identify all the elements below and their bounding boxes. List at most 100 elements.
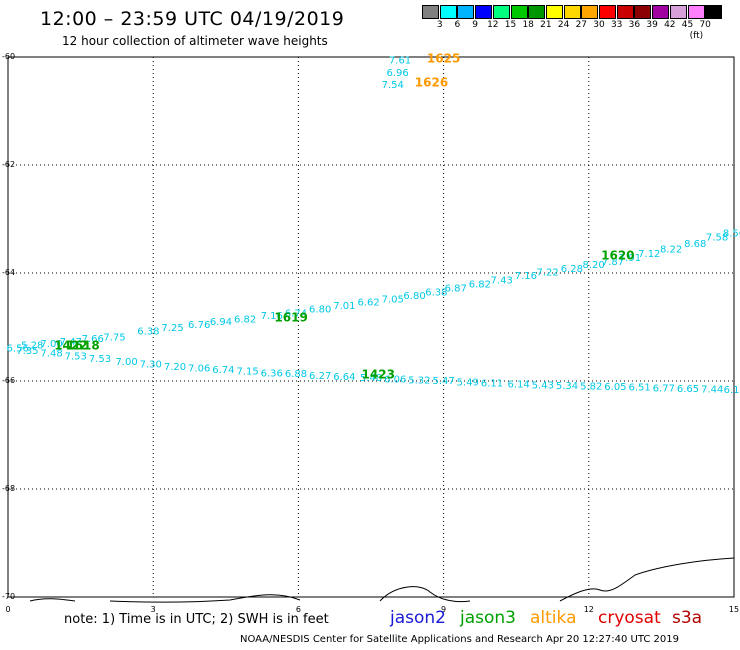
y-tick-label: -60 [2,52,16,61]
swh-data-label: 6.80 [309,304,331,315]
swh-data-label: 7.05 [382,295,404,306]
scale-label: 18 [522,20,534,30]
scale-label: 45 [681,20,694,30]
y-tick-label: -64 [2,268,16,277]
satellite-legend-jason3: jason3 [460,608,516,628]
satellite-legend-cryosat: cryosat [598,608,661,628]
scale-swatch [687,5,705,19]
scale-label: 6 [454,20,461,30]
swh-data-label: 6.76 [188,320,210,331]
scale-label: 70 [699,20,711,30]
scale-swatch [492,5,510,19]
swh-data-label: 7.15 [236,367,258,378]
scale-swatch [439,5,457,19]
x-tick-label: 9 [441,605,447,614]
swh-data-label: 7.01 [333,301,355,312]
swh-data-label: 7.16 [515,271,537,282]
swh-data-label: 5.47 [432,376,454,387]
swh-data-label: 5.43 [532,381,554,392]
swh-data-label: 7.54 [382,80,404,91]
scale-swatch [652,5,670,19]
swh-data-label: 7.53 [89,354,111,365]
swh-data-label: 7.12 [638,249,660,260]
swh-data-label: 6.36 [261,369,283,380]
swh-data-label: 7.22 [537,268,559,279]
scale-swatch [422,5,439,19]
swh-data-label: 6.14 [507,379,529,390]
satellite-legend-s3a: s3a [672,608,703,628]
swh-data-label: 7.75 [103,333,125,344]
swh-data-label: 6.06 [384,375,406,386]
scale-swatch [634,5,652,19]
time-marker-label: 1618 [66,339,99,353]
swh-data-label: 6.56 [7,343,29,354]
time-marker-label: 1625 [427,51,460,65]
scale-label: 3 [436,20,443,30]
coastline [29,557,735,603]
scale-swatch [457,5,475,19]
swh-data-label: 7.44 [701,384,723,395]
scale-label: 33 [610,20,623,30]
swh-data-label: 6.38 [425,288,447,299]
scale-swatch [669,5,687,19]
scale-label: 30 [593,20,605,30]
swh-data-label: 5.49 [457,377,479,388]
chart-title: 12:00 – 23:59 UTC 04/19/2019 [40,8,345,30]
swh-data-label: 7.30 [140,360,162,371]
swh-data-label: 8.68 [684,239,706,250]
swh-data-label: 8.20 [583,260,605,271]
scale-swatch [705,5,723,19]
time-marker-label: 1619 [274,311,307,325]
swh-data-label: 6.65 [677,384,699,395]
swh-data-label: 6.96 [386,68,408,79]
footer-credit: NOAA/NESDIS Center for Satellite Applica… [240,634,679,645]
scale-swatch [510,5,528,19]
swh-data-label: 7.00 [40,339,62,350]
x-tick-label: 12 [583,605,594,614]
scale-label: 39 [646,20,658,30]
swh-data-label: 6.51 [628,383,650,394]
swh-data-label: 8.22 [660,244,682,255]
swh-data-label: 6.64 [333,372,355,383]
time-marker-label: 1422 [54,339,87,353]
satellite-legend-altika: altika [530,608,577,628]
swh-data-label: 6.80 [403,291,425,302]
swh-data-label: 5.82 [580,382,602,393]
time-marker-label: 1423 [362,367,395,381]
scale-label: 21 [540,20,552,30]
scale-label: 27 [575,20,588,30]
x-tick-label: 3 [150,605,156,614]
swh-data-label: 7.25 [161,323,183,334]
swh-data-label: 6.11 [481,378,503,389]
swh-data-label: 6.94 [210,317,232,328]
swh-data-label: 6.28 [561,264,583,275]
scale-label: 24 [557,20,570,30]
x-tick-label: 6 [295,605,301,614]
swh-data-label: 7.66 [82,334,104,345]
swh-data-label: 7.06 [188,363,210,374]
swh-data-label: 7.20 [164,362,186,373]
swh-data-label: 5.28 [21,341,43,352]
y-tick-label: -62 [2,160,16,169]
scale-label: (ft) [689,31,704,41]
swh-data-label: 6.88 [285,369,307,380]
scale-swatch [581,5,599,19]
time-marker-label: 1620 [601,249,634,263]
swh-data-label: 6.05 [604,382,626,393]
swh-data-label: 7.00 [115,357,137,368]
swh-data-label: 6.77 [653,383,675,394]
swh-data-label: 6.1 [724,385,740,396]
swh-data-label: 6.87 [445,283,467,294]
swh-data-label: 6.74 [212,365,234,376]
chart-subtitle: 12 hour collection of altimeter wave hei… [62,34,328,48]
swh-data-label: 5.34 [556,381,578,392]
swh-data-label: 7.43 [491,275,513,286]
swh-data-label: 7.47 [60,337,82,348]
swh-data-label: 7.91 [619,253,641,264]
footer-note: note: 1) Time is in UTC; 2) SWH is in fe… [64,612,329,627]
y-tick-label: -70 [2,592,16,601]
y-tick-label: -66 [2,376,16,385]
swh-data-label: 7.48 [40,349,62,360]
scale-label: 15 [504,20,517,30]
